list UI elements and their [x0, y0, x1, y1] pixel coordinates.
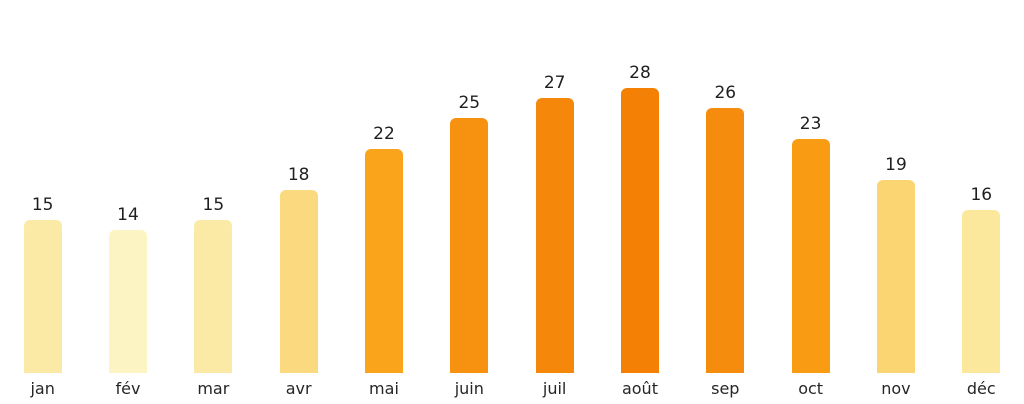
x-axis-label: fév [115, 379, 141, 398]
bar-juil [535, 98, 574, 373]
x-axis-label: juin [454, 379, 484, 398]
bar-value-label: 25 [458, 93, 481, 113]
bar-mai [364, 149, 403, 373]
bar-value-label: 19 [885, 155, 907, 175]
bar-column: 15 mar [171, 0, 256, 404]
x-axis-label: déc [966, 379, 996, 398]
x-axis-label: août [621, 379, 658, 398]
bar-value-label: 27 [543, 73, 566, 93]
bar-août [620, 88, 659, 373]
bar-value-label: 15 [31, 195, 54, 215]
bar-column: 14 fév [85, 0, 170, 404]
bar-juin [450, 118, 489, 373]
bar-déc [962, 210, 1001, 373]
x-axis-label: juil [542, 379, 567, 398]
bar-sep [706, 108, 745, 373]
bar-value-label: 22 [373, 124, 395, 144]
x-axis-label: mar [197, 379, 230, 398]
x-axis-label: avr [285, 379, 312, 398]
bar-value-label: 14 [117, 205, 139, 225]
bar-column: 27 juil [512, 0, 597, 404]
x-axis-label: jan [30, 379, 55, 398]
bar-value-label: 23 [799, 114, 822, 134]
bar-avr [279, 190, 318, 373]
x-axis-label: nov [881, 379, 911, 398]
bar-column: 19 nov [853, 0, 938, 404]
bar-value-label: 26 [714, 83, 737, 103]
bar-column: 28 août [597, 0, 682, 404]
bar-jan [23, 220, 62, 373]
x-axis-label: oct [798, 379, 824, 398]
bar-column: 16 déc [939, 0, 1024, 404]
x-axis-label: sep [711, 379, 740, 398]
bar-column: 23 oct [768, 0, 853, 404]
bar-column: 25 juin [427, 0, 512, 404]
x-axis-label: mai [369, 379, 399, 398]
bar-fév [108, 230, 147, 373]
bar-column: 18 avr [256, 0, 341, 404]
bar-value-label: 15 [202, 195, 225, 215]
bar-column: 22 mai [341, 0, 426, 404]
bar-value-label: 16 [970, 185, 993, 205]
bar-mar [194, 220, 233, 373]
bar-nov [876, 180, 915, 373]
bar-column: 26 sep [683, 0, 768, 404]
bar-value-label: 18 [287, 165, 310, 185]
bar-oct [791, 139, 830, 373]
bar-column: 15 jan [0, 0, 85, 404]
bar-value-label: 28 [629, 63, 651, 83]
